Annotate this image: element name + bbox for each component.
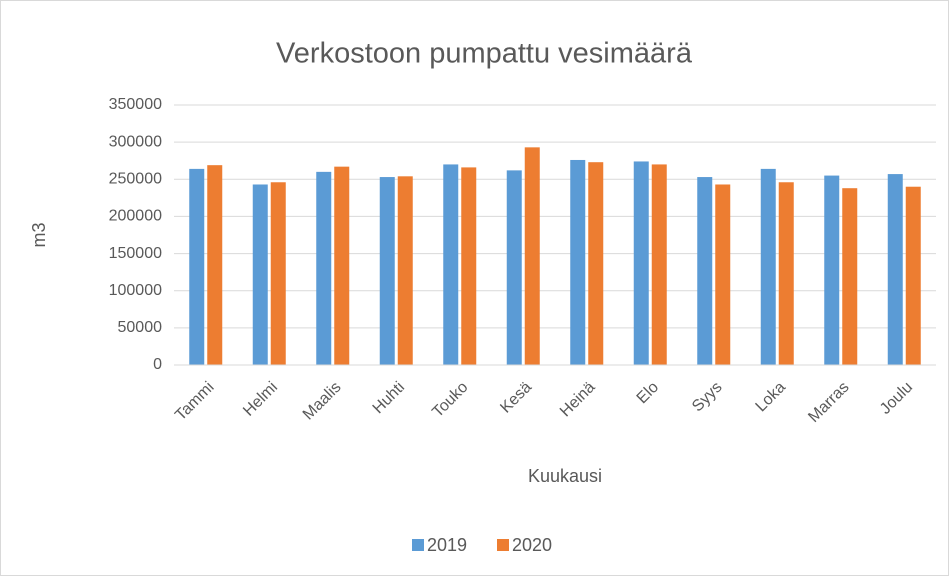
bar: [270, 182, 286, 365]
bar: [443, 164, 459, 365]
bar: [824, 175, 840, 365]
y-tick-label: 200000: [109, 208, 162, 225]
chart-title: Verkostoon pumpattu vesimäärä: [276, 38, 693, 70]
bar: [887, 174, 903, 365]
bar: [715, 184, 731, 365]
bar: [651, 164, 667, 365]
y-tick-label: 50000: [118, 319, 163, 336]
legend-label: 2019: [427, 535, 467, 555]
y-tick-label: 100000: [109, 282, 162, 299]
y-tick-label: 300000: [109, 133, 162, 150]
bar: [316, 171, 332, 365]
bar: [905, 186, 921, 365]
y-axis-label: m3: [29, 222, 49, 247]
bar: [588, 162, 604, 365]
bar: [207, 165, 223, 365]
bar: [697, 177, 713, 365]
legend-swatch: [412, 539, 424, 551]
bar: [334, 166, 350, 365]
bar: [633, 161, 649, 365]
y-tick-label: 150000: [109, 245, 162, 262]
bar: [506, 170, 522, 365]
bar: [842, 188, 858, 365]
y-tick-label: 0: [153, 356, 162, 373]
bar: [379, 177, 395, 365]
x-axis-label: Kuukausi: [528, 466, 602, 486]
bar: [252, 184, 268, 365]
y-tick-label: 250000: [109, 171, 162, 188]
legend-swatch: [497, 539, 509, 551]
legend-label: 2020: [512, 535, 552, 555]
y-tick-label: 350000: [109, 96, 162, 113]
bar: [570, 159, 586, 365]
bar: [189, 168, 205, 365]
bar: [778, 182, 794, 365]
bar: [524, 147, 540, 365]
bar: [397, 176, 413, 365]
bar: [461, 167, 477, 365]
bar: [760, 168, 776, 365]
